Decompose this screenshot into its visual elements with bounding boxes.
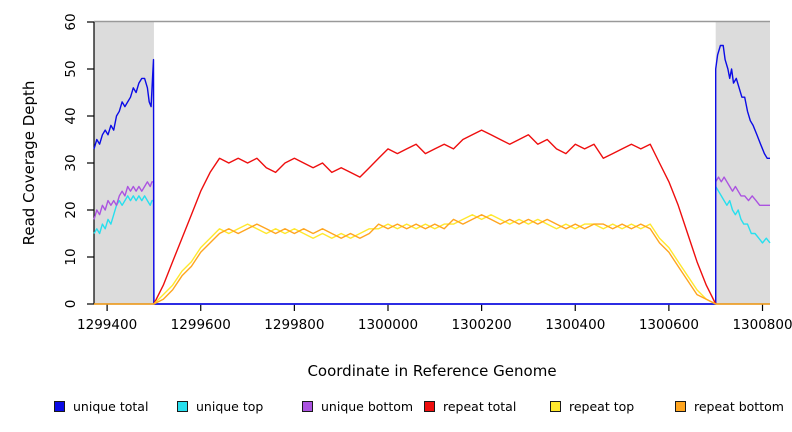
x-tick-label: 1300200 <box>452 317 512 333</box>
masked-region <box>94 22 154 304</box>
x-tick-label: 1300000 <box>358 317 418 333</box>
series-line-repeat-bottom <box>94 213 770 305</box>
series-line-repeat-total <box>153 129 717 305</box>
legend-item-unique-bottom: unique bottom <box>302 398 414 414</box>
series-line-unique-total <box>93 44 770 305</box>
legend-swatch-icon <box>302 400 313 412</box>
x-tick-label: 1300400 <box>545 317 605 333</box>
series-line-repeat-top <box>153 213 717 305</box>
legend-item-repeat-top: repeat top <box>550 398 635 414</box>
series-line-unique-bottom <box>93 176 770 305</box>
y-tick-label: 0 <box>63 300 79 309</box>
x-tick-label: 1300600 <box>639 317 699 333</box>
legend-swatch-icon <box>424 400 435 412</box>
legend-item-unique-top: unique top <box>177 398 264 414</box>
x-tick-label: 1300800 <box>732 317 792 333</box>
y-tick-label: 30 <box>63 154 79 171</box>
y-tick-label: 50 <box>63 60 79 77</box>
legend-label: unique total <box>73 398 149 414</box>
x-tick-label: 1299400 <box>77 317 137 333</box>
y-tick-label: 10 <box>63 248 79 265</box>
legend-item-repeat-bottom: repeat bottom <box>675 398 784 414</box>
y-axis-title: Read Coverage Depth <box>20 81 38 246</box>
masked-region <box>715 22 770 304</box>
legend-label: repeat total <box>443 398 517 414</box>
x-axis-title: Coordinate in Reference Genome <box>307 362 556 380</box>
legend-swatch-icon <box>54 400 65 412</box>
y-tick-label: 20 <box>63 201 79 218</box>
legend-swatch-icon <box>177 400 188 412</box>
legend-label: unique bottom <box>321 398 414 414</box>
legend-item-repeat-total: repeat total <box>424 398 517 414</box>
x-tick-label: 1299800 <box>264 317 324 333</box>
legend-label: repeat bottom <box>694 398 784 414</box>
legend-swatch-icon <box>675 400 686 412</box>
series-line-unique-top <box>93 185 771 305</box>
y-tick-label: 40 <box>63 107 79 124</box>
legend-label: unique top <box>196 398 264 414</box>
legend-swatch-icon <box>550 400 561 412</box>
x-tick-label: 1299600 <box>171 317 231 333</box>
y-tick-label: 60 <box>63 13 79 30</box>
legend-label: repeat top <box>569 398 635 414</box>
legend-item-unique-total: unique total <box>54 398 149 414</box>
